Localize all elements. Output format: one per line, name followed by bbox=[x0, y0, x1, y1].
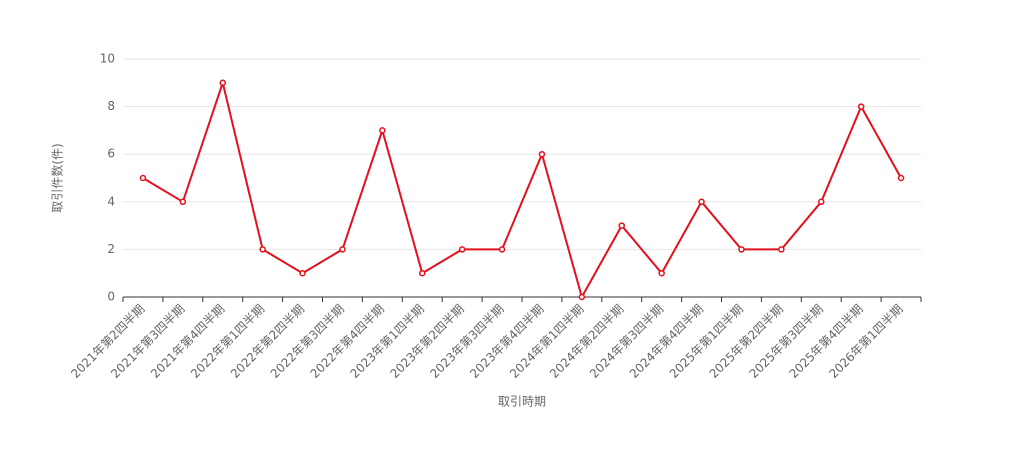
y-tick-label: 0 bbox=[107, 290, 115, 304]
point bbox=[857, 103, 865, 110]
x-tick-label: 2024年第4四半期 bbox=[627, 302, 706, 381]
x-tick-label: 2025年第3四半期 bbox=[747, 302, 826, 381]
point bbox=[339, 246, 346, 253]
point bbox=[219, 79, 226, 87]
point bbox=[698, 198, 705, 206]
x-tick-label: 2024年第2四半期 bbox=[547, 302, 626, 381]
point bbox=[738, 246, 745, 253]
y-tick-label: 2 bbox=[107, 242, 115, 256]
x-tick-label: 2022年第4四半期 bbox=[308, 302, 387, 381]
point bbox=[658, 269, 665, 277]
x-tick-label: 2021年第4四半期 bbox=[148, 302, 227, 381]
x-tick-label: 2022年第2四半期 bbox=[228, 302, 307, 381]
x-axis-label: 取引時期 bbox=[498, 395, 546, 409]
x-tick-label: 2023年第1四半期 bbox=[348, 302, 427, 381]
x-tick-label: 2022年第1四半期 bbox=[188, 302, 267, 381]
point bbox=[458, 246, 466, 253]
x-tick-label: 2021年第3四半期 bbox=[108, 302, 187, 381]
x-tick-label: 2024年第1四半期 bbox=[507, 302, 586, 381]
x-tick-label: 2023年第2四半期 bbox=[387, 302, 466, 381]
point bbox=[818, 198, 825, 206]
x-tick-label: 2025年第1四半期 bbox=[667, 302, 746, 381]
x-tick-label: 2023年第3四半期 bbox=[427, 302, 506, 381]
x-tick-label: 2025年第4四半期 bbox=[786, 302, 865, 381]
y-tick-label: 8 bbox=[107, 99, 115, 113]
x-tick-label: 2026年第1四半期 bbox=[826, 302, 905, 381]
y-tick-label: 10 bbox=[100, 52, 115, 66]
point bbox=[538, 150, 546, 158]
point bbox=[778, 246, 785, 253]
y-axis-label: 取引件数(件) bbox=[50, 143, 65, 212]
point bbox=[259, 246, 266, 253]
x-tick-label: 2025年第2四半期 bbox=[707, 302, 786, 381]
point bbox=[618, 222, 625, 229]
x-tick-label: 2022年第3四半期 bbox=[268, 302, 347, 381]
y-tick-label: 6 bbox=[107, 147, 115, 161]
point bbox=[379, 127, 386, 134]
point bbox=[498, 246, 506, 253]
point bbox=[139, 174, 147, 182]
x-tick-label: 2021年第2四半期 bbox=[68, 302, 147, 381]
point bbox=[299, 269, 306, 277]
point bbox=[179, 198, 187, 206]
x-tick-label: 2023年第4四半期 bbox=[467, 302, 546, 381]
line bbox=[142, 79, 902, 300]
point bbox=[419, 269, 426, 277]
y-tick-label: 4 bbox=[107, 194, 115, 208]
x-tick-label: 2024年第3四半期 bbox=[587, 302, 666, 381]
point bbox=[578, 293, 586, 301]
point bbox=[897, 174, 905, 182]
